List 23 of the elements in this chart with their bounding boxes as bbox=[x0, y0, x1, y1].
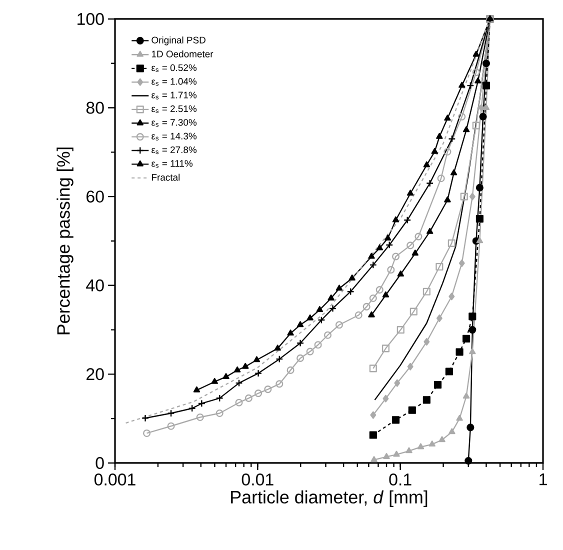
legend-label: ε$_{s}$ = 111% bbox=[152, 160, 193, 168]
legend-label: ε$_{s}$ = 1.71% bbox=[152, 92, 197, 100]
y-tick-label: 0 bbox=[96, 456, 104, 469]
legend-label: ε$_{s}$ = 0.52% bbox=[152, 64, 197, 72]
legend-label: ε$_{s}$ = 1.04% bbox=[152, 78, 197, 86]
y-tick-label: 80 bbox=[86, 102, 104, 114]
legend-label: ε$_{s}$ = 2.51% bbox=[152, 105, 197, 114]
x-tick-label: 0.1 bbox=[389, 474, 412, 486]
y-tick-label: 40 bbox=[86, 279, 104, 292]
x-tick-label: 1 bbox=[540, 474, 547, 486]
y-tick-label: 100 bbox=[78, 12, 104, 25]
legend-label: 1D Oedometer bbox=[152, 50, 214, 58]
x-tick-label: 0.001 bbox=[94, 474, 136, 486]
x-axis-title: Particle diameter, d [mm] bbox=[231, 490, 428, 508]
legend-label: Fractal bbox=[152, 174, 180, 181]
legend-label: ε$_{s}$ = 7.30% bbox=[152, 119, 197, 127]
legend-label: ε$_{s}$ = 14.3% bbox=[152, 132, 197, 140]
y-tick-label: 20 bbox=[86, 368, 104, 380]
y-axis-title: Percentage passing [%] bbox=[56, 148, 74, 334]
x-tick-label: 0.01 bbox=[242, 474, 274, 486]
legend-label: Original PSD bbox=[152, 36, 206, 46]
legend-label: ε$_{s}$ = 27.8% bbox=[152, 146, 197, 154]
y-tick-label: 60 bbox=[86, 190, 104, 203]
